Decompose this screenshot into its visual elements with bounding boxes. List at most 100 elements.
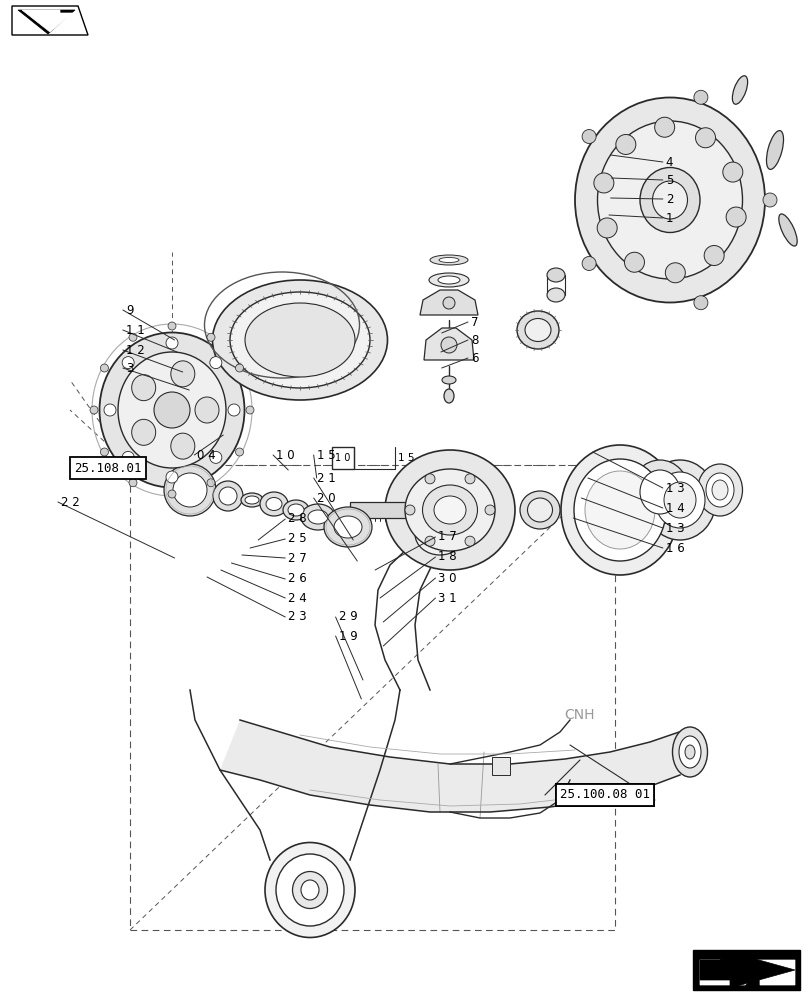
Circle shape xyxy=(440,337,457,353)
Ellipse shape xyxy=(170,361,195,387)
Circle shape xyxy=(762,193,776,207)
Text: 1 1: 1 1 xyxy=(126,324,144,337)
Circle shape xyxy=(693,296,707,310)
Text: 1 6: 1 6 xyxy=(665,542,684,554)
Bar xyxy=(491,757,509,775)
Ellipse shape xyxy=(643,460,715,540)
Text: 25.100.08 01: 25.100.08 01 xyxy=(560,788,649,802)
Circle shape xyxy=(693,90,707,104)
Ellipse shape xyxy=(170,433,195,459)
Ellipse shape xyxy=(433,496,466,524)
Circle shape xyxy=(154,392,190,428)
Ellipse shape xyxy=(164,464,216,516)
Ellipse shape xyxy=(547,268,564,282)
Ellipse shape xyxy=(574,98,764,303)
Circle shape xyxy=(122,451,134,463)
Text: 1: 1 xyxy=(665,212,672,225)
Polygon shape xyxy=(699,955,794,985)
Circle shape xyxy=(168,322,176,330)
Text: 1 9: 1 9 xyxy=(338,630,357,642)
Ellipse shape xyxy=(697,464,741,516)
Text: 2 5: 2 5 xyxy=(288,532,307,546)
Ellipse shape xyxy=(778,214,796,246)
Ellipse shape xyxy=(212,481,242,511)
Ellipse shape xyxy=(384,450,514,570)
Ellipse shape xyxy=(276,854,344,926)
Text: 1 5: 1 5 xyxy=(316,449,335,462)
Text: 7: 7 xyxy=(470,316,478,329)
Text: 2 0: 2 0 xyxy=(316,491,335,504)
Ellipse shape xyxy=(437,276,460,284)
Polygon shape xyxy=(699,952,794,988)
Polygon shape xyxy=(692,950,799,990)
Ellipse shape xyxy=(630,460,689,524)
Text: 9: 9 xyxy=(126,304,133,316)
Text: 1 3: 1 3 xyxy=(665,522,684,534)
Ellipse shape xyxy=(333,516,362,538)
Circle shape xyxy=(593,173,613,193)
Ellipse shape xyxy=(266,497,281,510)
Polygon shape xyxy=(12,6,88,35)
Text: 5: 5 xyxy=(665,174,672,186)
Text: 2 4: 2 4 xyxy=(288,591,307,604)
Ellipse shape xyxy=(654,472,704,528)
Ellipse shape xyxy=(678,736,700,768)
Circle shape xyxy=(235,364,243,372)
Ellipse shape xyxy=(292,871,327,908)
Circle shape xyxy=(405,505,414,515)
Text: 1 0: 1 0 xyxy=(276,449,294,462)
Circle shape xyxy=(129,333,137,341)
Circle shape xyxy=(624,252,644,272)
Text: 1 2: 1 2 xyxy=(126,344,144,357)
Text: 2 9: 2 9 xyxy=(338,610,357,624)
Ellipse shape xyxy=(441,376,456,384)
Ellipse shape xyxy=(405,469,495,551)
Ellipse shape xyxy=(245,496,259,504)
Circle shape xyxy=(207,333,215,341)
Ellipse shape xyxy=(547,288,564,302)
Circle shape xyxy=(168,490,176,498)
Circle shape xyxy=(209,357,221,369)
Circle shape xyxy=(664,263,684,283)
Circle shape xyxy=(207,479,215,487)
Ellipse shape xyxy=(212,280,387,400)
Ellipse shape xyxy=(301,504,335,530)
Ellipse shape xyxy=(131,375,156,401)
Text: 8: 8 xyxy=(470,334,478,347)
Text: 3: 3 xyxy=(126,361,133,374)
Text: 2: 2 xyxy=(665,193,672,206)
Bar xyxy=(350,502,440,518)
Circle shape xyxy=(165,337,178,349)
Text: 1 8: 1 8 xyxy=(438,550,457,564)
Ellipse shape xyxy=(283,500,309,520)
Circle shape xyxy=(235,448,243,456)
Ellipse shape xyxy=(219,487,237,505)
Polygon shape xyxy=(419,290,478,315)
Text: 0 4: 0 4 xyxy=(197,449,216,462)
Ellipse shape xyxy=(241,493,263,507)
Ellipse shape xyxy=(245,303,354,377)
Ellipse shape xyxy=(195,397,219,423)
Ellipse shape xyxy=(173,473,207,507)
Polygon shape xyxy=(18,10,75,34)
Text: 6: 6 xyxy=(470,352,478,364)
Ellipse shape xyxy=(652,181,687,219)
Circle shape xyxy=(443,297,454,309)
Ellipse shape xyxy=(439,257,458,262)
Circle shape xyxy=(228,404,240,416)
Circle shape xyxy=(695,128,714,148)
Text: 1 3: 1 3 xyxy=(665,482,684,494)
Text: 25.108.01: 25.108.01 xyxy=(74,462,142,475)
Circle shape xyxy=(581,256,595,270)
Ellipse shape xyxy=(639,470,679,514)
Text: 4: 4 xyxy=(665,156,672,169)
Circle shape xyxy=(209,451,221,463)
Bar xyxy=(332,447,354,469)
Circle shape xyxy=(122,357,134,369)
Ellipse shape xyxy=(324,507,371,547)
Ellipse shape xyxy=(705,473,733,507)
Ellipse shape xyxy=(428,273,469,287)
Polygon shape xyxy=(699,960,794,985)
Polygon shape xyxy=(22,10,73,32)
Text: 2 1: 2 1 xyxy=(316,472,335,485)
